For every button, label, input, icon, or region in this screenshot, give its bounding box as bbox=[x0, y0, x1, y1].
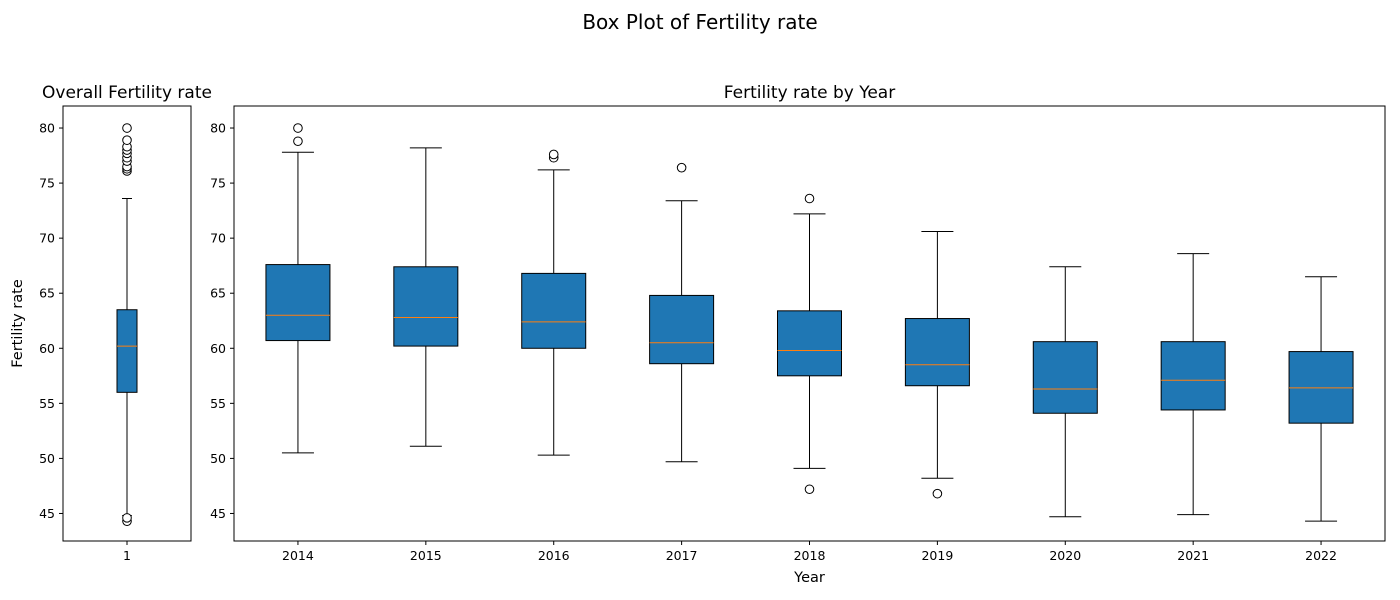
x-tick-label: 2020 bbox=[1049, 548, 1081, 563]
outlier-point bbox=[122, 135, 132, 145]
x-tick-label: 2022 bbox=[1305, 548, 1337, 563]
panels: Overall Fertility rate4550556065707580Fe… bbox=[10, 83, 1386, 586]
y-tick-label: 65 bbox=[39, 286, 55, 301]
axes-frame bbox=[233, 105, 1386, 542]
y-axis-label: Fertility rate bbox=[10, 279, 26, 368]
iqr-box bbox=[393, 266, 459, 347]
y-tick-label: 45 bbox=[210, 506, 226, 521]
iqr-box bbox=[521, 272, 587, 349]
panel-1: Overall Fertility rate 45 50 55 60 65 70 75 80 Fe… bbox=[10, 83, 212, 563]
y-tick-label: 75 bbox=[210, 176, 226, 191]
outlier-point bbox=[804, 484, 815, 495]
iqr-box bbox=[1288, 351, 1354, 424]
outlier-point bbox=[676, 162, 687, 173]
box-1 bbox=[116, 123, 138, 526]
y-tick-label: 50 bbox=[39, 451, 55, 466]
box-2018 bbox=[777, 193, 842, 495]
x-tick-label: 2014 bbox=[282, 548, 314, 563]
outlier-point bbox=[293, 123, 303, 133]
x-tick-label: 1 bbox=[123, 548, 131, 563]
x-tick-label: 2018 bbox=[794, 548, 826, 563]
y-tick-label: 60 bbox=[210, 341, 226, 356]
panel-2: Fertility rate by Year 45 50 55 60 65 70 75 80 20… bbox=[210, 83, 1386, 586]
box-2020 bbox=[1032, 266, 1098, 518]
x-tick-label: 2015 bbox=[410, 548, 442, 563]
outlier-point bbox=[293, 136, 303, 147]
iqr-box bbox=[649, 294, 715, 365]
iqr-box bbox=[904, 318, 970, 387]
box-2014 bbox=[265, 123, 331, 454]
iqr-box bbox=[1160, 341, 1226, 411]
outlier-point bbox=[122, 123, 132, 133]
y-tick-label: 80 bbox=[210, 121, 226, 136]
y-tick-label: 70 bbox=[39, 231, 55, 246]
y-tick-label: 80 bbox=[39, 121, 55, 136]
y-tick-label: 55 bbox=[39, 396, 55, 411]
iqr-box bbox=[1032, 341, 1098, 414]
box-2017 bbox=[649, 162, 715, 463]
box-2022 bbox=[1288, 276, 1354, 522]
x-axis-label: Year bbox=[793, 570, 825, 586]
figure-title: Box Plot of Fertility rate bbox=[582, 10, 817, 34]
axes-frame bbox=[62, 105, 192, 542]
x-tick-label: 2019 bbox=[921, 548, 953, 563]
y-tick-label: 75 bbox=[39, 176, 55, 191]
box-2019 bbox=[904, 231, 970, 499]
iqr-box bbox=[777, 310, 842, 377]
y-tick-label: 55 bbox=[210, 396, 226, 411]
y-tick-label: 45 bbox=[39, 506, 55, 521]
x-tick-label: 2017 bbox=[666, 548, 698, 563]
iqr-box bbox=[116, 309, 138, 393]
iqr-box bbox=[265, 264, 331, 342]
x-tick-label: 2021 bbox=[1177, 548, 1209, 563]
box-2016 bbox=[521, 149, 587, 456]
y-tick-label: 65 bbox=[210, 286, 226, 301]
y-tick-label: 70 bbox=[210, 231, 226, 246]
panel-title: Overall Fertility rate bbox=[42, 83, 212, 103]
x-tick-label: 2016 bbox=[538, 548, 570, 563]
box-2021 bbox=[1160, 253, 1226, 516]
y-tick-label: 60 bbox=[39, 341, 55, 356]
panel-title: Fertility rate by Year bbox=[724, 83, 895, 103]
outlier-point bbox=[548, 149, 559, 160]
outlier-point bbox=[932, 488, 943, 499]
box-2015 bbox=[393, 147, 459, 447]
y-tick-label: 50 bbox=[210, 451, 226, 466]
outlier-point bbox=[804, 193, 815, 204]
outlier-point bbox=[122, 513, 132, 523]
